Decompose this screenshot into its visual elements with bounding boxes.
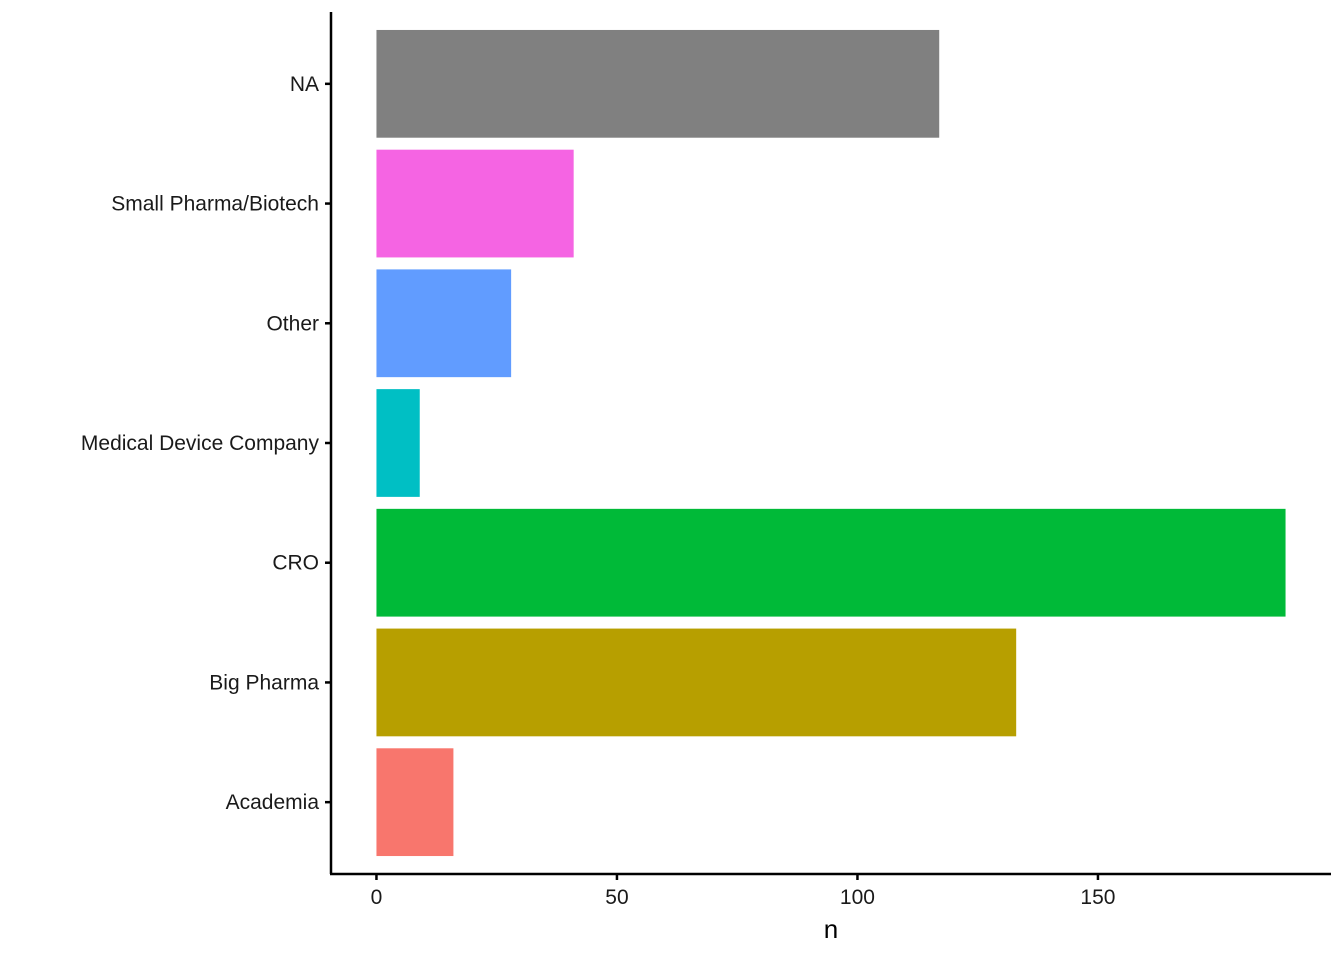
bar-medical-device-company: [376, 389, 420, 497]
bar-cro: [376, 508, 1286, 617]
bar-other: [376, 269, 512, 378]
y-tick-label: Big Pharma: [209, 671, 319, 694]
y-axis-ticks: Academia Big Pharma CRO Medical Device Comp…: [81, 73, 331, 814]
bar-na: [376, 29, 940, 138]
y-tick-label: NA: [290, 73, 319, 96]
bar-academia: [376, 748, 454, 857]
x-tick-label: 150: [1080, 886, 1115, 909]
x-tick-label: 100: [840, 886, 875, 909]
y-tick-label: CRO: [272, 552, 319, 575]
y-tick-label: Other: [266, 312, 319, 335]
x-axis-ticks: 0 50 100 150: [371, 874, 1115, 909]
y-tick-label: Academia: [226, 791, 320, 814]
y-tick-label: Small Pharma/Biotech: [111, 193, 319, 216]
x-axis-title: n: [824, 914, 838, 944]
x-tick-label: 0: [371, 886, 383, 909]
bar-small-pharma-biotech: [376, 149, 574, 258]
x-tick-label: 50: [605, 886, 628, 909]
y-tick-label: Medical Device Company: [81, 432, 320, 455]
bars-group: [376, 29, 1286, 857]
bar-big-pharma: [376, 628, 1017, 737]
